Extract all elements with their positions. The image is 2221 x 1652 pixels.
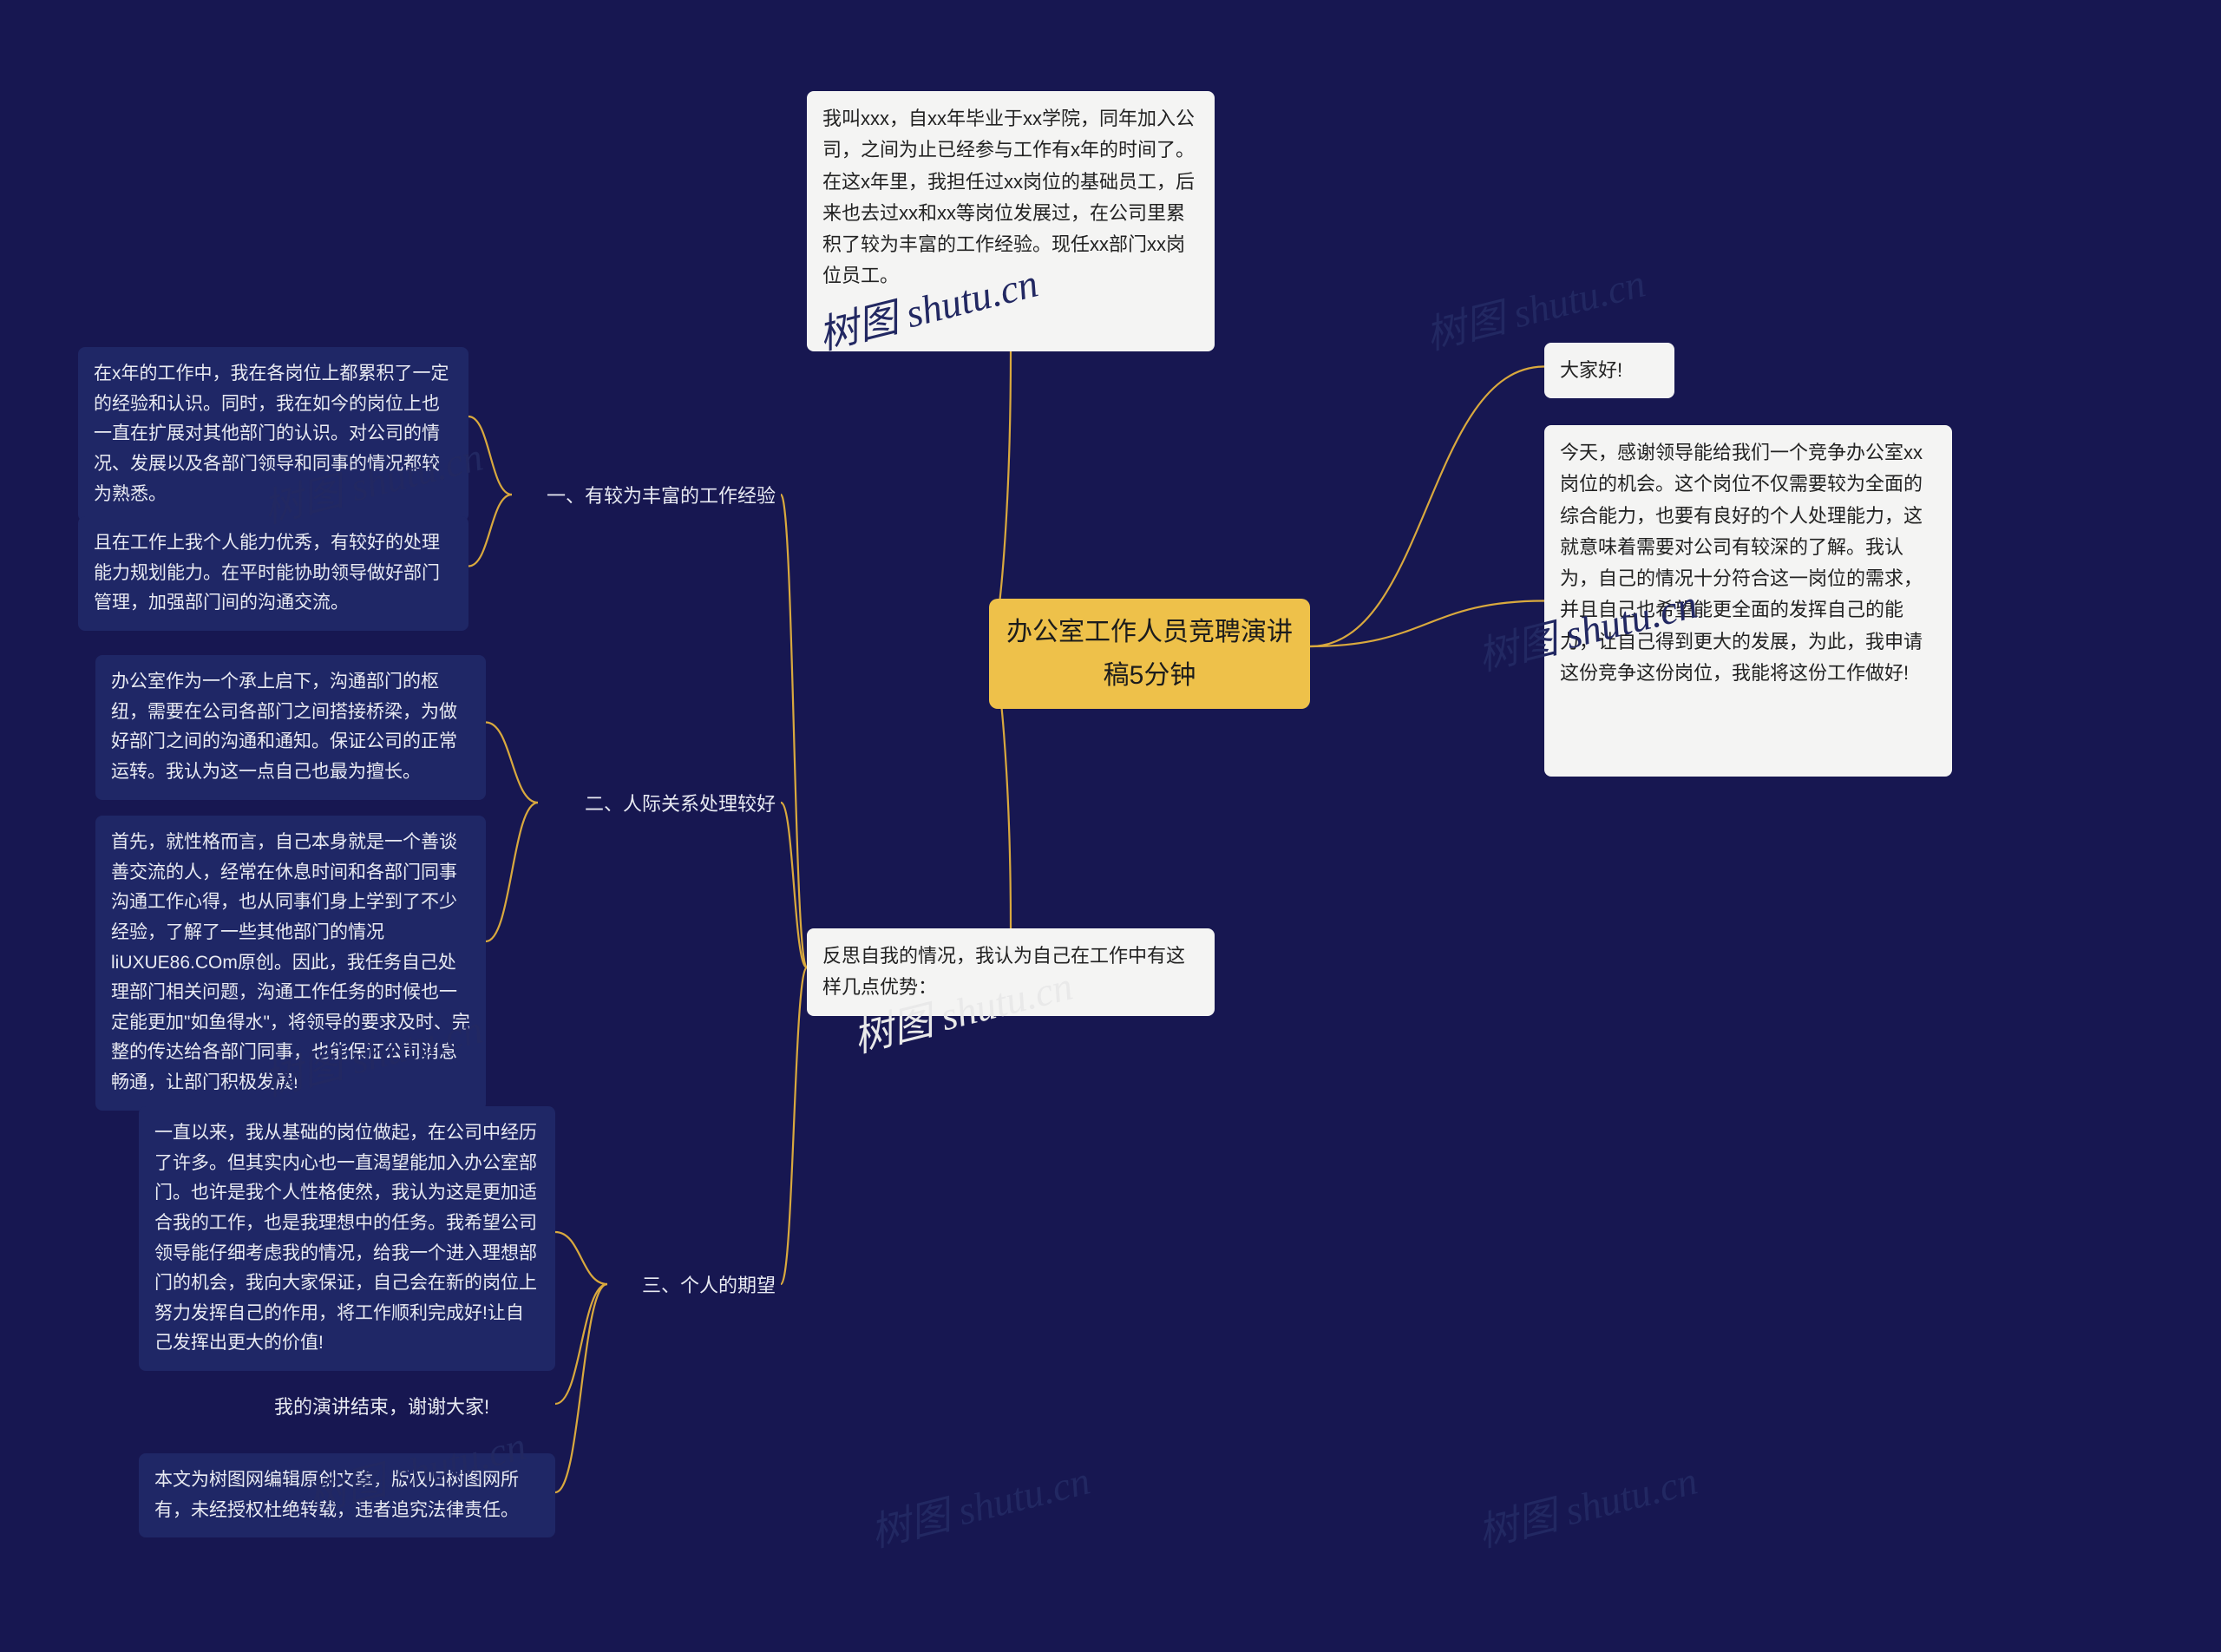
connector (1310, 601, 1544, 647)
mindmap-node-l2[interactable]: 反思自我的情况，我认为自己在工作中有这样几点优势： (807, 928, 1215, 1016)
connector (468, 495, 512, 567)
mindmap-node-c3b[interactable]: 我的演讲结束，谢谢大家! (269, 1388, 555, 1426)
connector (555, 1232, 607, 1284)
watermark: 树图 shutu.cn (864, 1449, 1095, 1558)
mindmap-node-c1a[interactable]: 在x年的工作中，我在各岗位上都累积了一定的经验和认识。同时，我在如今的岗位上也一… (78, 347, 468, 521)
mindmap-node-c2b[interactable]: 首先，就性格而言，自己本身就是一个善谈善交流的人，经常在休息时间和各部门同事沟通… (95, 816, 486, 1111)
mindmap-node-b3[interactable]: 三、个人的期望 (607, 1267, 781, 1305)
connector (1310, 367, 1544, 647)
connector (781, 495, 807, 967)
mindmap-node-l1[interactable]: 我叫xxx，自xx年毕业于xx学院，同年加入公司，之间为止已经参与工作有x年的时… (807, 91, 1215, 351)
mindmap-node-r2[interactable]: 今天，感谢领导能给我们一个竞争办公室xx岗位的机会。这个岗位不仅需要较为全面的综… (1544, 425, 1952, 777)
mindmap-node-c3a[interactable]: 一直以来，我从基础的岗位做起，在公司中经历了许多。但其实内心也一直渴望能加入办公… (139, 1106, 555, 1371)
mindmap-node-c2a[interactable]: 办公室作为一个承上启下，沟通部门的枢纽，需要在公司各部门之间搭接桥梁，为做好部门… (95, 655, 486, 800)
mindmap-node-root[interactable]: 办公室工作人员竞聘演讲稿5分钟 (989, 599, 1310, 709)
connector (555, 1284, 607, 1404)
connector (468, 416, 512, 495)
mindmap-node-r1[interactable]: 大家好! (1544, 343, 1674, 398)
mindmap-node-c3c[interactable]: 本文为树图网编辑原创文章，版权归树图网所有，未经授权杜绝转载，违者追究法律责任。 (139, 1453, 555, 1537)
mindmap-node-b2[interactable]: 二、人际关系处理较好 (538, 785, 781, 823)
watermark: 树图 shutu.cn (1471, 1449, 1702, 1558)
mindmap-canvas: 办公室工作人员竞聘演讲稿5分钟 大家好! 今天，感谢领导能给我们一个竞争办公室xx岗… (0, 0, 2221, 1652)
connector (486, 723, 538, 803)
connector (781, 803, 807, 967)
mindmap-node-c1b[interactable]: 且在工作上我个人能力优秀，有较好的处理能力规划能力。在平时能协助领导做好部门管理… (78, 516, 468, 631)
connector (781, 967, 807, 1284)
connector (555, 1284, 607, 1492)
connector (486, 803, 538, 941)
mindmap-node-b1[interactable]: 一、有较为丰富的工作经验 (512, 477, 781, 515)
